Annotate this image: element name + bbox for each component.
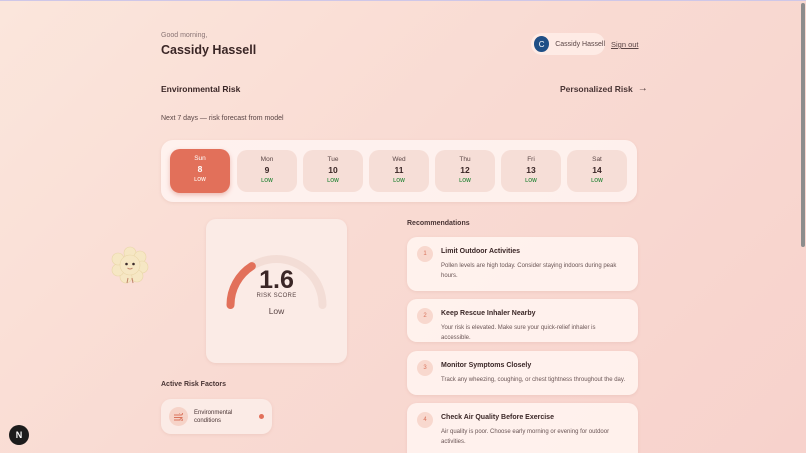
forecast-day[interactable]: Tue 10 LOW (303, 150, 363, 192)
forecast-day[interactable]: Wed 11 LOW (369, 150, 429, 192)
forecast-day-level: LOW (261, 178, 273, 184)
forecast-day-date: 14 (592, 165, 602, 175)
forecast-day[interactable]: Mon 9 LOW (237, 150, 297, 192)
gauge-fill (226, 262, 256, 309)
personalized-risk-label: Personalized Risk (560, 83, 633, 94)
forecast-day-name: Thu (459, 156, 471, 163)
forecast-day[interactable]: Sun 8 LOW (170, 149, 230, 193)
forecast-day[interactable]: Sat 14 LOW (567, 150, 627, 192)
active-risk-factors-title: Active Risk Factors (161, 381, 226, 388)
recommendation-body: Air quality is poor. Choose early mornin… (441, 429, 610, 445)
recommendations-title: Recommendations (407, 220, 470, 227)
avatar: C (534, 36, 550, 52)
risk-score-card: 1.6 RISK SCORE Low (206, 219, 347, 363)
user-chip[interactable]: C Cassidy Hassell (531, 33, 605, 55)
risk-score-value: 1.6 (259, 266, 294, 294)
flower-mascot-icon (111, 246, 149, 284)
recommendation-title: Check Air Quality Before Exercise (441, 414, 554, 421)
forecast-day[interactable]: Thu 12 LOW (435, 150, 495, 192)
forecast-day-name: Sat (592, 156, 602, 163)
greeting-text: Good morning, (161, 32, 208, 39)
page-title: Cassidy Hassell (161, 43, 257, 57)
user-chip-name: Cassidy Hassell (555, 40, 605, 48)
recommendation-card[interactable]: 2 Keep Rescue Inhaler Nearby Your risk i… (407, 299, 638, 342)
recommendation-card[interactable]: 4 Check Air Quality Before Exercise Air … (407, 403, 638, 453)
arrow-right-icon: → (637, 83, 648, 94)
risk-factor-indicator (259, 414, 264, 419)
recommendation-number: 2 (417, 308, 433, 324)
recommendation-title: Monitor Symptoms Closely (441, 362, 532, 369)
forecast-day-date: 10 (328, 165, 338, 175)
risk-score-label: RISK SCORE (256, 293, 297, 299)
forecast-day-name: Tue (327, 156, 339, 163)
risk-factor-card[interactable]: Environmental conditions (161, 399, 272, 434)
recommendation-body: Your risk is elevated. Make sure your qu… (441, 325, 596, 341)
recommendation-card[interactable]: 3 Monitor Symptoms Closely Track any whe… (407, 351, 638, 395)
recommendation-number: 4 (417, 412, 433, 428)
page-scrollbar[interactable] (801, 3, 805, 247)
risk-level: Low (268, 306, 285, 316)
recommendation-body: Track any wheezing, coughing, or chest t… (441, 377, 626, 383)
forecast-day-date: 13 (526, 165, 536, 175)
forecast-day-level: LOW (525, 178, 537, 184)
forecast-subtitle: Next 7 days — risk forecast from model (161, 115, 284, 122)
forecast-day-date: 9 (264, 165, 270, 175)
forecast-day-name: Sun (194, 155, 206, 162)
forecast-day-level: LOW (194, 177, 206, 183)
forecast-card: Sun 8 LOW Mon 9 LOW Tue 10 LOW Wed 11 LO… (161, 140, 637, 202)
recommendation-title: Keep Rescue Inhaler Nearby (441, 310, 536, 317)
recommendation-card[interactable]: 1 Limit Outdoor Activities Pollen levels… (407, 237, 638, 291)
forecast-day-level: LOW (591, 178, 603, 184)
wind-icon (169, 407, 188, 426)
forecast-day[interactable]: Fri 13 LOW (501, 150, 561, 192)
forecast-day-date: 8 (197, 164, 203, 174)
forecast-day-name: Wed (392, 156, 406, 163)
n-badge-button[interactable]: N (9, 425, 29, 445)
recommendation-number: 1 (417, 246, 433, 262)
forecast-day-level: LOW (459, 178, 471, 184)
recommendation-title: Limit Outdoor Activities (441, 248, 521, 255)
forecast-day-level: LOW (327, 178, 339, 184)
personalized-risk-link[interactable]: Personalized Risk → (560, 83, 648, 94)
forecast-day-level: LOW (393, 178, 405, 184)
recommendation-number: 3 (417, 360, 433, 376)
forecast-day-date: 11 (394, 165, 404, 175)
forecast-day-date: 12 (460, 165, 470, 175)
section-title-environmental: Environmental Risk (161, 84, 241, 94)
sign-out-link[interactable]: Sign out (611, 40, 639, 49)
forecast-day-name: Mon (260, 156, 274, 163)
risk-factor-label: Environmental conditions (194, 410, 233, 424)
forecast-day-name: Fri (527, 156, 535, 163)
risk-gauge (226, 255, 327, 309)
recommendation-body: Pollen levels are high today. Consider s… (441, 263, 617, 279)
